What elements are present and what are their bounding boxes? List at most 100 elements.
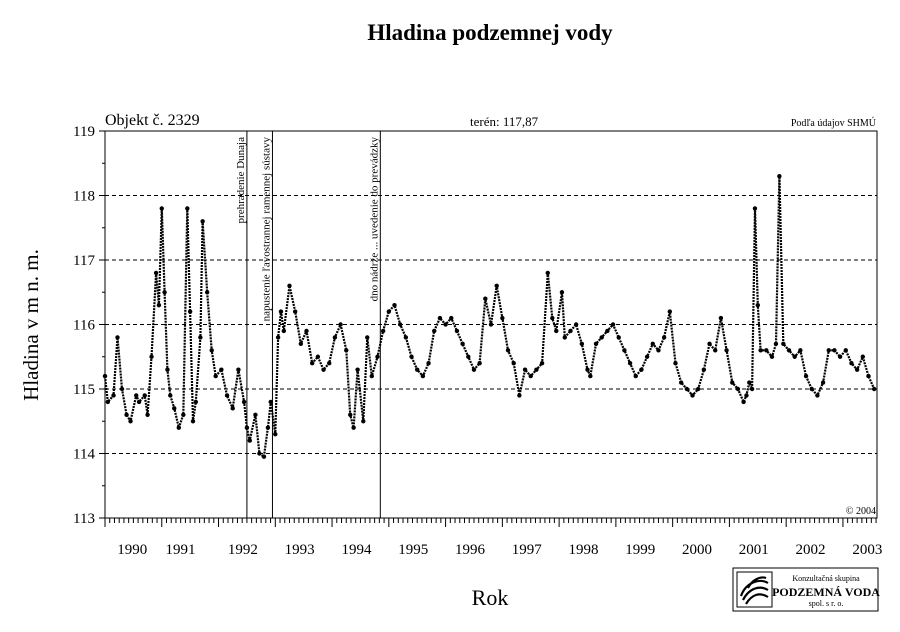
data-point: [159, 206, 164, 211]
data-point: [241, 399, 247, 405]
x-tick-label: 1997: [512, 542, 543, 558]
data-point: [257, 451, 262, 456]
data-point: [162, 290, 167, 295]
data-point: [777, 173, 782, 179]
data-point: [749, 386, 755, 392]
logo-swirl-icon: [739, 576, 769, 605]
data-point: [111, 393, 116, 398]
data-point: [758, 348, 763, 353]
data-point: [344, 348, 349, 353]
data-point: [230, 406, 235, 411]
data-point: [244, 425, 250, 430]
data-point: [866, 373, 871, 379]
y-tick-label: 114: [73, 447, 95, 463]
data-point: [730, 380, 735, 385]
data-point: [803, 373, 809, 379]
data-point: [224, 393, 230, 398]
data-point: [380, 328, 386, 334]
data-point: [505, 348, 511, 353]
data-point: [522, 367, 528, 372]
x-axis-label: Rok: [472, 585, 509, 610]
data-point: [494, 283, 499, 288]
data-point: [134, 393, 139, 398]
data-point: [142, 393, 147, 398]
y-tick-label: 118: [73, 189, 95, 205]
data-point: [786, 348, 792, 353]
data-point: [815, 393, 820, 398]
data-point: [185, 206, 190, 211]
data-point: [156, 302, 162, 308]
data-point: [466, 354, 471, 359]
data-point: [105, 399, 111, 405]
data-point: [871, 386, 877, 392]
data-point: [236, 367, 241, 372]
data-point: [261, 454, 267, 459]
data-point: [539, 361, 545, 366]
data-point: [200, 219, 205, 224]
y-axis-label: Hladina v m n. m.: [19, 249, 43, 401]
data-point: [369, 373, 374, 379]
data-point: [860, 354, 866, 359]
data-point: [605, 328, 610, 334]
y-tick-label: 116: [73, 318, 95, 334]
event-label: dno nádrže ... uvedenie do prevádzky: [368, 137, 380, 302]
data-point: [348, 412, 353, 417]
data-point: [392, 302, 397, 308]
data-point: [204, 290, 210, 295]
event-label: napustenie ľavostrannej ramennej sústavy: [260, 137, 272, 322]
data-point: [550, 315, 555, 321]
data-point: [247, 438, 252, 443]
data-point: [820, 380, 826, 385]
y-tick-label: 117: [73, 253, 95, 269]
series-line: [103, 175, 876, 458]
data-point: [292, 309, 298, 314]
data-point: [744, 393, 749, 398]
data-point: [172, 406, 177, 411]
data-point: [219, 367, 224, 372]
data-point: [593, 341, 599, 347]
data-point: [854, 367, 860, 372]
data-point: [432, 328, 437, 334]
data-point: [764, 348, 769, 353]
data-point: [181, 412, 186, 417]
data-point: [115, 335, 120, 340]
terrain-label: terén: 117,87: [470, 114, 539, 129]
data-point: [275, 335, 281, 340]
data-point: [769, 354, 775, 359]
data-point: [386, 309, 392, 314]
data-point: [190, 419, 196, 424]
data-point: [735, 386, 741, 392]
data-point: [559, 290, 565, 295]
data-point: [449, 315, 454, 321]
x-tick-label: 2002: [796, 542, 826, 558]
x-tick-label: 1992: [228, 542, 258, 558]
data-point: [165, 367, 170, 372]
data-point: [488, 322, 494, 327]
data-point: [599, 335, 604, 340]
data-point: [826, 348, 831, 353]
event-label: prehradenie Dunaja: [235, 137, 247, 224]
data-point: [454, 328, 460, 334]
data-point: [298, 341, 304, 347]
data-point: [534, 367, 539, 372]
data-point: [253, 412, 258, 417]
data-point: [361, 419, 366, 424]
data-point: [718, 315, 724, 321]
data-point: [724, 348, 729, 353]
data-point: [124, 412, 129, 417]
source-label: Podľa údajov SHMÚ: [791, 117, 877, 129]
x-tick-label: 1998: [569, 542, 599, 558]
data-point: [627, 361, 633, 366]
data-point: [741, 399, 746, 405]
data-point: [633, 373, 638, 379]
data-point: [755, 302, 760, 308]
data-point: [338, 322, 343, 327]
data-point: [321, 367, 326, 372]
data-point: [315, 354, 321, 359]
data-point: [119, 386, 125, 392]
data-point: [511, 361, 516, 366]
data-point: [268, 399, 273, 405]
data-point: [351, 425, 356, 430]
data-point: [153, 270, 159, 276]
data-point: [409, 354, 414, 359]
